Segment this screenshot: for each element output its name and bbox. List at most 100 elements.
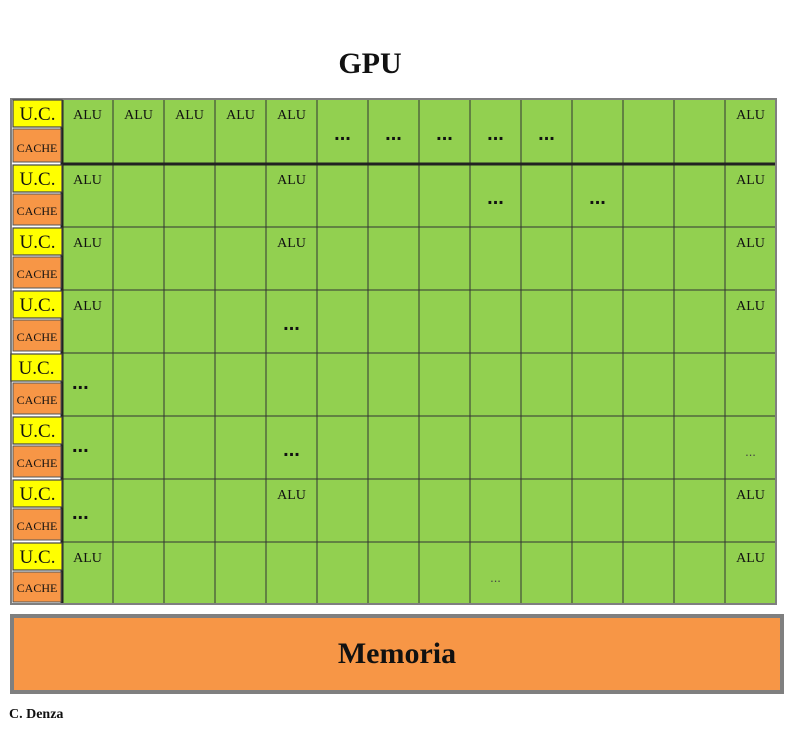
alu-cell bbox=[316, 541, 369, 605]
cache-label: CACHE bbox=[17, 519, 58, 533]
cache-label: CACHE bbox=[17, 456, 58, 470]
cache-block bbox=[12, 319, 62, 352]
alu-cell bbox=[112, 415, 165, 480]
alu-label: ALU bbox=[736, 551, 765, 566]
control-unit-block bbox=[12, 164, 63, 193]
alu-cell bbox=[214, 289, 267, 354]
cache-block bbox=[12, 508, 62, 541]
alu-cell bbox=[469, 226, 522, 291]
control-unit-label: U.C. bbox=[19, 358, 55, 379]
alu-cell bbox=[418, 226, 471, 291]
alu-cell bbox=[520, 226, 573, 291]
alu-cell bbox=[367, 541, 420, 605]
alu-cell bbox=[214, 541, 267, 605]
alu-cell bbox=[724, 352, 777, 417]
control-unit-block bbox=[12, 227, 63, 256]
cache-label: CACHE bbox=[17, 393, 58, 407]
control-unit-label: U.C. bbox=[20, 421, 56, 442]
ellipsis-mark: ... bbox=[72, 502, 89, 524]
alu-cell bbox=[418, 98, 471, 165]
alu-cell bbox=[469, 352, 522, 417]
alu-cell bbox=[265, 289, 318, 354]
cache-block bbox=[12, 128, 62, 163]
author-credit: C. Denza bbox=[9, 707, 64, 722]
alu-label: ALU bbox=[73, 173, 102, 188]
ellipsis-mark: ... bbox=[72, 435, 89, 457]
alu-cell bbox=[673, 289, 726, 354]
alu-cell bbox=[265, 98, 318, 165]
alu-cell bbox=[418, 478, 471, 543]
alu-cell bbox=[571, 478, 624, 543]
alu-cell bbox=[469, 163, 522, 228]
alu-cell bbox=[316, 289, 369, 354]
alu-cell bbox=[571, 541, 624, 605]
alu-cell bbox=[724, 98, 777, 165]
alu-label: ALU bbox=[73, 236, 102, 251]
alu-label: ALU bbox=[73, 108, 102, 123]
alu-cell bbox=[163, 541, 216, 605]
alu-cell bbox=[469, 415, 522, 480]
ellipsis-mark: ... bbox=[283, 439, 300, 461]
cache-label: CACHE bbox=[17, 267, 58, 281]
alu-cell bbox=[265, 226, 318, 291]
alu-cell bbox=[520, 478, 573, 543]
alu-cell bbox=[265, 478, 318, 543]
alu-cell bbox=[622, 478, 675, 543]
alu-cell bbox=[673, 352, 726, 417]
control-unit-label: U.C. bbox=[20, 232, 56, 253]
gpu-frame bbox=[10, 98, 777, 605]
control-unit-label: U.C. bbox=[20, 484, 56, 505]
alu-cell bbox=[265, 352, 318, 417]
alu-cell bbox=[418, 541, 471, 605]
alu-cell bbox=[112, 541, 165, 605]
control-unit-block bbox=[12, 416, 63, 445]
alu-cell bbox=[61, 541, 114, 605]
alu-cell bbox=[520, 541, 573, 605]
control-unit-block bbox=[12, 290, 63, 319]
alu-cell bbox=[61, 415, 114, 480]
cache-label: CACHE bbox=[17, 141, 58, 155]
alu-cell bbox=[571, 415, 624, 480]
alu-cell bbox=[163, 163, 216, 228]
control-unit-block bbox=[12, 542, 63, 571]
alu-cell bbox=[469, 541, 522, 605]
control-unit-label: U.C. bbox=[20, 104, 56, 125]
alu-cell bbox=[571, 98, 624, 165]
alu-label: ALU bbox=[73, 299, 102, 314]
alu-cell bbox=[520, 352, 573, 417]
alu-cell bbox=[112, 163, 165, 228]
alu-cell bbox=[367, 478, 420, 543]
alu-label: ALU bbox=[226, 108, 255, 123]
alu-label: ALU bbox=[736, 173, 765, 188]
alu-cell bbox=[469, 478, 522, 543]
ellipsis-mark: ... bbox=[490, 570, 501, 585]
alu-cell bbox=[214, 163, 267, 228]
control-unit-block bbox=[12, 99, 63, 128]
ellipsis-mark: ... bbox=[72, 372, 89, 394]
alu-cell bbox=[673, 415, 726, 480]
alu-cell bbox=[673, 541, 726, 605]
alu-label: ALU bbox=[736, 488, 765, 503]
alu-cell bbox=[418, 163, 471, 228]
ellipsis-mark: ... bbox=[487, 123, 504, 145]
ellipsis-mark: ... bbox=[385, 123, 402, 145]
ellipsis-mark: ... bbox=[283, 313, 300, 335]
alu-cell bbox=[520, 415, 573, 480]
alu-cell bbox=[520, 289, 573, 354]
alu-cell bbox=[316, 226, 369, 291]
alu-cell bbox=[163, 478, 216, 543]
ellipsis-mark: ... bbox=[334, 123, 351, 145]
memory-block: Memoria bbox=[10, 614, 784, 694]
alu-cell bbox=[265, 163, 318, 228]
alu-cell bbox=[214, 415, 267, 480]
alu-label: ALU bbox=[73, 551, 102, 566]
alu-cell bbox=[367, 415, 420, 480]
cache-block bbox=[12, 445, 62, 478]
alu-cell bbox=[367, 98, 420, 165]
alu-cell bbox=[622, 352, 675, 417]
alu-label: ALU bbox=[277, 108, 306, 123]
alu-cell bbox=[571, 289, 624, 354]
alu-cell bbox=[571, 352, 624, 417]
ellipsis-mark: ... bbox=[436, 123, 453, 145]
ellipsis-mark: ... bbox=[745, 444, 756, 459]
